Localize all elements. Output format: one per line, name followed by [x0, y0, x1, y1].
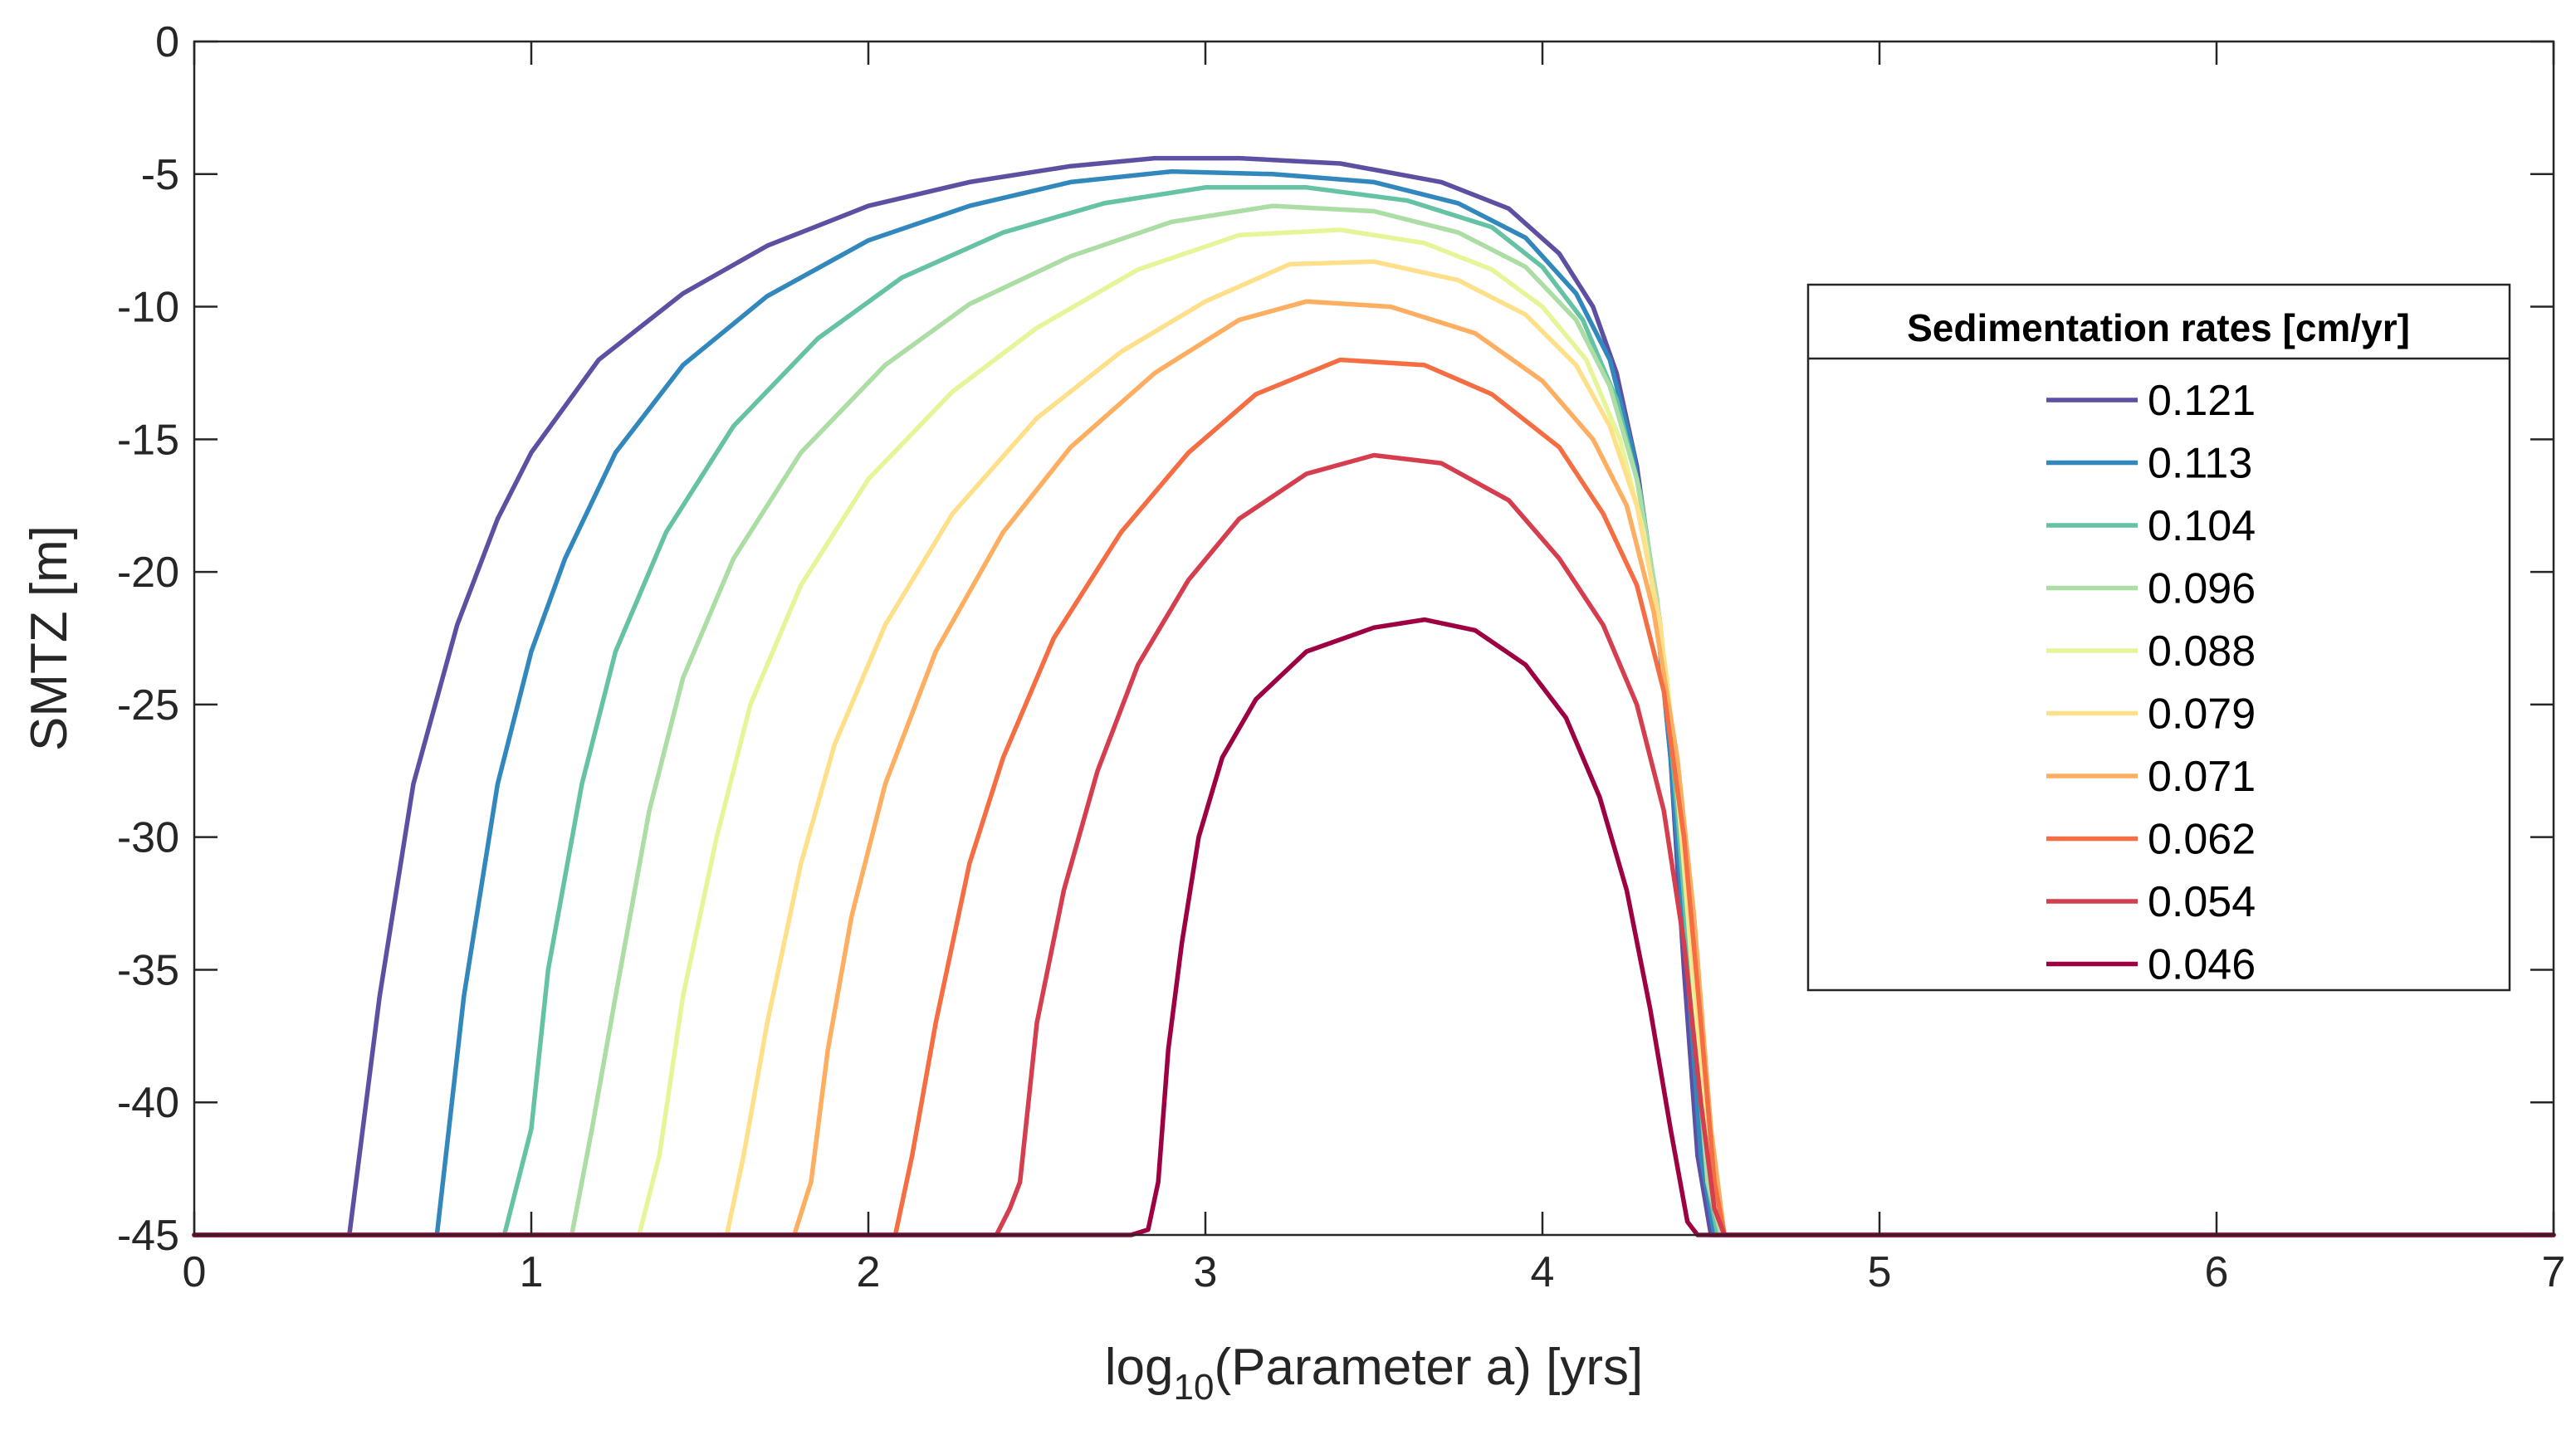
- series-line-9: [192, 617, 2556, 1237]
- x-axis-title-subscript: 10: [1174, 1367, 1215, 1408]
- x-tick-label-3: 3: [1194, 1248, 1218, 1296]
- axes-box: [193, 40, 2555, 1237]
- series-layer: [192, 155, 2556, 1237]
- legend-label-1: 0.113: [2148, 440, 2252, 488]
- y-tick-label-3: -15: [117, 416, 179, 464]
- legend-label-5: 0.079: [2148, 691, 2256, 739]
- legend-label-6: 0.071: [2148, 753, 2256, 801]
- legend-label-0: 0.121: [2148, 377, 2256, 425]
- legend-box: [1806, 283, 2511, 992]
- x-tick-label-7: 7: [2542, 1248, 2566, 1296]
- legend-label-2: 0.104: [2148, 502, 2256, 550]
- x-axis-title: log10(Parameter a) [yrs]: [1105, 1339, 1643, 1408]
- x-tick-label-2: 2: [857, 1248, 881, 1296]
- x-tick-label-4: 4: [1531, 1248, 1555, 1296]
- series-line-6: [192, 299, 2556, 1237]
- y-tick-label-2: -10: [117, 284, 179, 332]
- series-line-7: [192, 357, 2556, 1237]
- legend-title: Sedimentation rates [cm/yr]: [1907, 306, 2410, 349]
- tick-layer: 0 1 2 3 4 5 6 7 0 -5 -10 -15 -20 -25 -30 -35 -40 -45: [117, 18, 2566, 1296]
- legend-label-4: 0.088: [2148, 627, 2256, 676]
- y-tick-label-0: 0: [155, 18, 179, 66]
- x-tick-label-5: 5: [1868, 1248, 1892, 1296]
- series-line-8: [192, 452, 2556, 1237]
- x-tick-label-1: 1: [520, 1248, 544, 1296]
- x-axis-title-prefix: log: [1105, 1339, 1174, 1396]
- legend-label-3: 0.096: [2148, 565, 2256, 613]
- legend-label-9: 0.046: [2148, 941, 2256, 989]
- y-tick-label-4: -20: [117, 549, 179, 597]
- legend-items: 0.121 0.113 0.104 0.096 0.088 0.079 0.071 0.062…: [2046, 377, 2256, 989]
- y-tick-label-8: -40: [117, 1079, 179, 1127]
- legend-label-8: 0.054: [2148, 878, 2256, 926]
- y-tick-label-1: -5: [141, 151, 179, 199]
- x-tick-label-6: 6: [2205, 1248, 2229, 1296]
- y-tick-label-6: -30: [117, 814, 179, 862]
- legend: Sedimentation rates [cm/yr] 0.1210.1130.…: [1806, 283, 2511, 992]
- x-tick-label-0: 0: [183, 1248, 207, 1296]
- x-axis-title-suffix: (Parameter a) [yrs]: [1214, 1339, 1643, 1396]
- y-axis-title: SMTZ [m]: [21, 525, 78, 751]
- y-tick-label-5: -25: [117, 681, 179, 730]
- y-tick-label-9: -45: [117, 1212, 179, 1260]
- y-tick-label-7: -35: [117, 946, 179, 994]
- legend-label-7: 0.062: [2148, 816, 2256, 864]
